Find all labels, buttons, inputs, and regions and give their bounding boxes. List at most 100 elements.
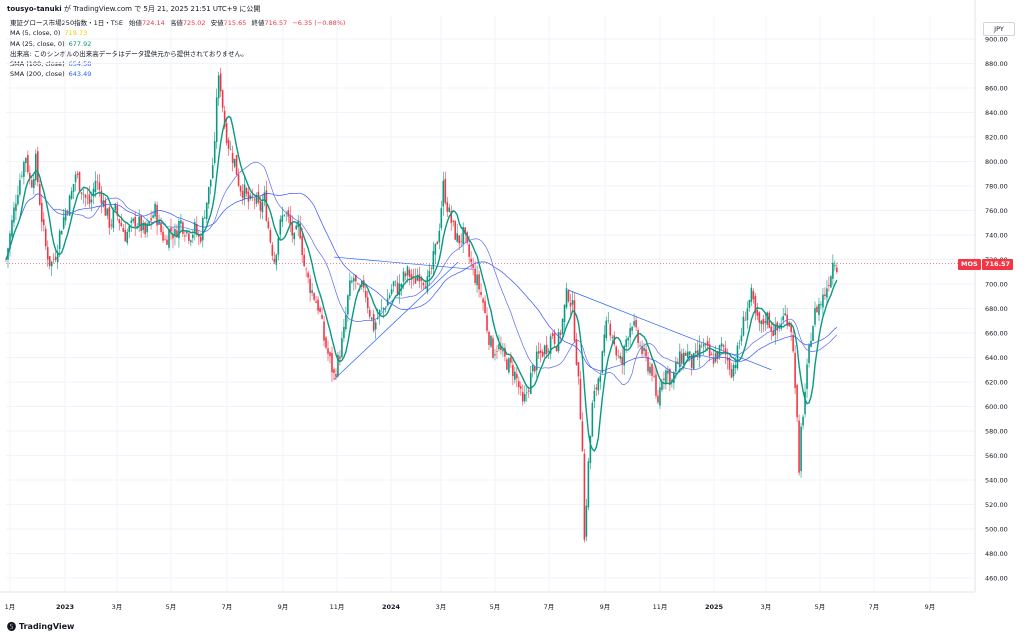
candle xyxy=(408,267,411,286)
candle xyxy=(331,346,333,382)
candle-body xyxy=(476,274,478,286)
candle-body xyxy=(62,217,65,229)
candle xyxy=(752,288,755,304)
candle xyxy=(428,263,431,287)
legend-sma200[interactable]: SMA (200, close) 643.49 xyxy=(10,69,345,79)
candle-body xyxy=(190,240,192,243)
tradingview-logo[interactable]: 🅢 TradingView xyxy=(7,620,74,633)
legend-ma5[interactable]: MA (5, close, 0) 719.73 xyxy=(10,28,345,38)
candle-body xyxy=(730,369,733,378)
candle-body xyxy=(669,369,671,385)
candle xyxy=(50,260,53,277)
candle-body xyxy=(581,421,584,452)
candle-body xyxy=(355,274,357,282)
candle-body xyxy=(134,216,136,227)
candle xyxy=(372,309,375,333)
candle-body xyxy=(325,337,327,348)
candle-body xyxy=(343,326,345,339)
candle-body xyxy=(164,239,166,241)
price-tick-label: 880.00 xyxy=(985,60,1008,68)
candle-body xyxy=(800,426,802,472)
candle-body xyxy=(323,321,325,341)
candle-body xyxy=(718,345,721,357)
price-tick-label: 580.00 xyxy=(985,427,1008,435)
candle-body xyxy=(482,298,484,303)
publish-info: が TradingView.com で 5月 21, 2025 21:51 UT… xyxy=(63,5,261,13)
candle-body xyxy=(816,306,818,313)
candle-body xyxy=(661,381,663,390)
candle-body xyxy=(33,179,35,188)
high-value: 725.02 xyxy=(182,19,206,27)
candle-body xyxy=(263,192,266,201)
candle-body xyxy=(752,291,755,300)
legend-symbol-row[interactable]: 東証グロース市場250指数・1日・TSE 始値724.14 高値725.02 安… xyxy=(10,18,345,28)
candle xyxy=(502,342,504,357)
time-tick-label: 3月 xyxy=(112,603,123,611)
candle xyxy=(337,352,339,378)
candle-body xyxy=(46,247,49,260)
candle xyxy=(482,296,484,311)
candle xyxy=(426,269,429,295)
candle xyxy=(802,414,804,430)
author-name[interactable]: tousyo-tanuki xyxy=(7,5,62,13)
candle-body xyxy=(269,230,272,243)
candle-body xyxy=(486,315,488,331)
candle-body xyxy=(378,309,381,317)
currency-selector[interactable]: JPY xyxy=(983,22,1015,36)
candle-body xyxy=(683,352,685,366)
candle-body xyxy=(535,351,538,371)
candle-body xyxy=(231,152,234,163)
candle xyxy=(82,189,85,204)
candle-body xyxy=(23,161,25,177)
candle-body xyxy=(551,333,554,337)
candle xyxy=(100,186,103,214)
candle-body xyxy=(31,180,33,188)
candle-body xyxy=(416,274,419,281)
candle-body xyxy=(68,195,71,216)
candle xyxy=(378,309,381,325)
candle xyxy=(637,327,639,349)
candle-body xyxy=(140,216,142,231)
candle xyxy=(172,226,174,249)
low-value: 715.65 xyxy=(223,19,247,27)
candle-body xyxy=(339,356,341,359)
candle-body xyxy=(677,361,679,364)
candle xyxy=(17,185,19,207)
candle-body xyxy=(345,314,347,330)
legend-ma25[interactable]: MA (25, close, 0) 677.92 xyxy=(10,39,345,49)
candle-body xyxy=(462,227,464,245)
candle-body xyxy=(156,204,158,226)
candle xyxy=(156,201,158,236)
candle-body xyxy=(207,187,210,204)
candle-body xyxy=(341,338,343,358)
candle-body xyxy=(144,222,146,235)
candle-body xyxy=(11,220,13,237)
candle-body xyxy=(812,326,814,342)
candle-body xyxy=(494,354,496,356)
candle-body xyxy=(830,276,832,288)
candle-body xyxy=(188,233,190,241)
candle xyxy=(549,333,552,360)
price-tick-label: 900.00 xyxy=(985,35,1008,43)
candle xyxy=(309,274,311,302)
candle-body xyxy=(593,390,596,402)
candle xyxy=(140,215,142,238)
candle xyxy=(764,311,767,331)
candle xyxy=(615,345,618,361)
legend-volume[interactable]: 出来高: このシンボルの出来高データはデータ提供元から提供されておりません。 xyxy=(10,49,345,59)
legend-sma100[interactable]: SMA (100, close) 654.58 xyxy=(10,59,345,69)
candle-body xyxy=(782,316,784,321)
candle xyxy=(351,276,353,284)
candle xyxy=(537,342,540,359)
candle-body xyxy=(35,153,37,181)
candle xyxy=(307,270,309,284)
candle xyxy=(561,317,564,338)
candle xyxy=(225,117,228,146)
candle xyxy=(271,242,274,261)
candle xyxy=(828,276,830,292)
candle xyxy=(323,315,325,347)
candle-body xyxy=(456,233,459,242)
candle-body xyxy=(762,319,765,325)
candle-body xyxy=(414,277,417,284)
